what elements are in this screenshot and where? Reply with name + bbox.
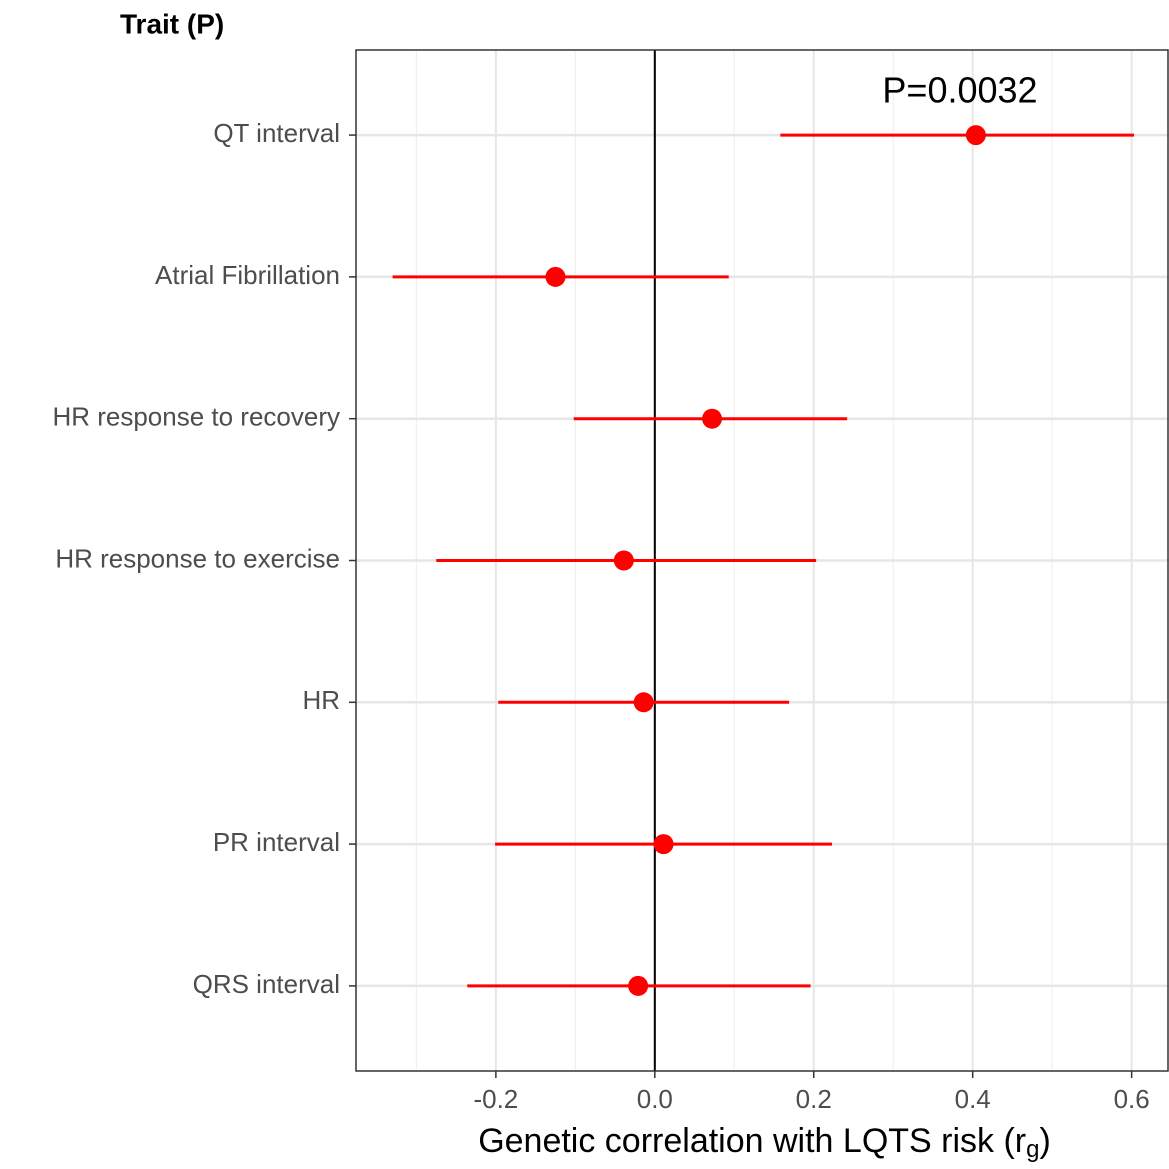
point	[965, 125, 986, 146]
point	[545, 266, 566, 287]
y-tick-label: QT interval	[213, 118, 340, 148]
y-tick-label: HR response to recovery	[52, 402, 340, 432]
x-axis-label-subscript: g	[1026, 1136, 1039, 1163]
annotation: P=0.0032	[882, 70, 1037, 111]
y-tick-label: HR response to exercise	[55, 543, 340, 573]
point	[628, 975, 649, 996]
point	[633, 692, 654, 713]
point	[653, 834, 674, 855]
x-tick-label: 0.2	[796, 1084, 832, 1114]
point	[613, 550, 634, 571]
y-tick-label: Atrial Fibrillation	[155, 260, 340, 290]
x-axis-label: Genetic correlation with LQTS risk (rg)	[478, 1122, 1051, 1163]
y-tick-label: HR	[302, 685, 340, 715]
y-axis-title: Trait (P)	[120, 8, 224, 39]
x-tick-label: 0.0	[637, 1084, 673, 1114]
x-tick-label: -0.2	[473, 1084, 518, 1114]
y-tick-label: PR interval	[213, 827, 340, 857]
x-tick-label: 0.4	[955, 1084, 991, 1114]
x-axis-label-text: Genetic correlation with LQTS risk (r	[478, 1122, 1026, 1160]
x-axis-label-suffix: )	[1039, 1122, 1050, 1160]
x-tick-label: 0.6	[1114, 1084, 1150, 1114]
point	[702, 408, 723, 429]
y-tick-label: QRS interval	[193, 969, 340, 999]
